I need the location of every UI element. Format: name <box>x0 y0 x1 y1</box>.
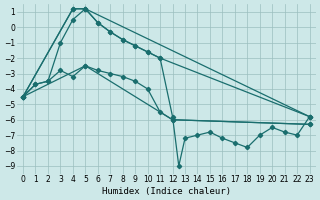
X-axis label: Humidex (Indice chaleur): Humidex (Indice chaleur) <box>102 187 231 196</box>
